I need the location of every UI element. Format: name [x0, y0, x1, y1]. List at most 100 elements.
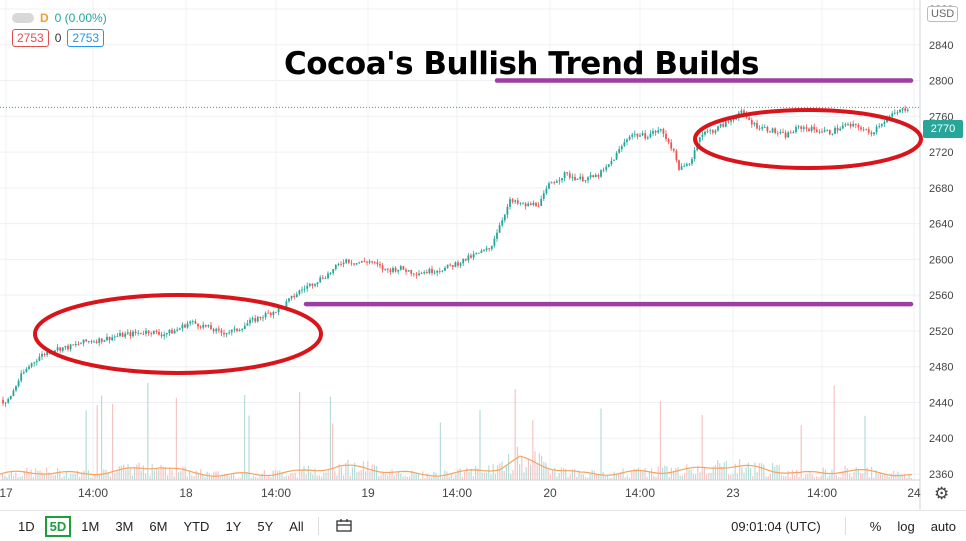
- candle-body: [444, 267, 446, 271]
- volume-bar: [857, 469, 859, 480]
- candle-body: [272, 311, 275, 316]
- log-toggle[interactable]: log: [897, 518, 915, 534]
- volume-bar: [68, 477, 70, 480]
- candle-body: [126, 332, 129, 334]
- volume-bar: [202, 475, 204, 480]
- volume-bar: [61, 477, 63, 480]
- gear-icon[interactable]: ⚙: [934, 484, 950, 503]
- volume-bar: [83, 470, 85, 480]
- volume-bar: [415, 472, 417, 480]
- candle-body: [412, 273, 415, 275]
- candle-body: [633, 133, 636, 135]
- candle-body: [462, 258, 465, 264]
- candle-body: [95, 341, 98, 343]
- candle-body: [415, 274, 418, 276]
- candle-body: [483, 249, 485, 251]
- candle-body: [152, 330, 155, 334]
- candle-body: [12, 390, 15, 396]
- volume-bar: [527, 459, 529, 480]
- volume-bar: [283, 476, 285, 480]
- date-range-icon[interactable]: [335, 519, 353, 533]
- currency-badge[interactable]: USD: [927, 6, 959, 22]
- volume-bar: [811, 474, 813, 480]
- candle-body: [883, 122, 886, 124]
- bid-box[interactable]: 2753: [12, 29, 49, 47]
- candle-body: [904, 108, 907, 111]
- candle-body: [308, 283, 311, 286]
- volume-bar: [552, 470, 554, 480]
- volume-bar: [140, 470, 142, 480]
- candle-body: [665, 133, 667, 139]
- timeframe-6m[interactable]: 6M: [149, 518, 168, 534]
- volume-bar: [72, 474, 74, 480]
- candle-body: [849, 123, 852, 127]
- volume-bar: [151, 464, 153, 480]
- utc-clock[interactable]: 09:01:04 (UTC): [731, 518, 821, 534]
- volume-bar: [336, 475, 338, 480]
- candle-body: [163, 334, 166, 337]
- volume-bar: [32, 476, 34, 480]
- volume-bar: [508, 454, 510, 480]
- candle-body: [38, 356, 41, 361]
- candle-body: [776, 133, 779, 134]
- volume-bar: [59, 470, 61, 480]
- volume-bar: [534, 451, 536, 480]
- timeframe-1m[interactable]: 1M: [81, 518, 100, 534]
- candle-body: [823, 130, 826, 132]
- candle-body: [418, 273, 420, 276]
- ask-box[interactable]: 2753: [67, 29, 105, 47]
- y-tick-label: 2560: [929, 290, 953, 302]
- volume-bar: [494, 473, 496, 480]
- volume-bar: [602, 472, 604, 480]
- volume-bar: [591, 469, 593, 480]
- volume-bar: [19, 476, 21, 480]
- volume-bar: [519, 463, 521, 480]
- volume-bar: [560, 467, 562, 480]
- candle-body: [763, 126, 766, 128]
- volume-bar: [633, 468, 635, 480]
- volume-bar: [598, 473, 600, 480]
- percent-toggle[interactable]: %: [869, 518, 882, 534]
- volume-bar: [488, 465, 490, 480]
- volume-bar: [340, 466, 342, 480]
- volume-bar: [844, 465, 846, 480]
- candle-body: [779, 131, 782, 134]
- volume-bar: [703, 467, 705, 480]
- auto-toggle[interactable]: auto: [930, 518, 956, 534]
- volume-bar: [310, 471, 312, 480]
- candle-body: [285, 301, 288, 307]
- volume-bar: [371, 464, 373, 480]
- volume-bar: [886, 475, 888, 480]
- volume-bar: [479, 410, 481, 480]
- timeframe-1d[interactable]: 1D: [18, 518, 35, 534]
- timeframe-5y[interactable]: 5Y: [257, 518, 274, 534]
- candle-body: [379, 264, 381, 266]
- candle-body: [535, 202, 537, 206]
- timeframe-5d[interactable]: 5D: [44, 515, 72, 537]
- volume-bar: [125, 470, 127, 480]
- timeframe-3m[interactable]: 3M: [115, 518, 134, 534]
- volume-bar: [624, 477, 626, 480]
- timeframe-ytd[interactable]: YTD: [183, 518, 210, 534]
- visibility-toggle-icon[interactable]: [12, 13, 34, 23]
- volume-bar: [578, 470, 580, 480]
- volume-bar: [501, 461, 503, 480]
- volume-bar: [103, 469, 105, 480]
- timeframe-1y[interactable]: 1Y: [225, 518, 242, 534]
- volume-bar: [94, 474, 96, 480]
- volume-bar: [635, 469, 637, 480]
- candle-body: [605, 166, 608, 170]
- candle-body: [548, 183, 550, 189]
- timeframe-all[interactable]: All: [289, 518, 304, 534]
- candle-body: [17, 380, 20, 387]
- volume-bar: [824, 469, 826, 480]
- candle-body: [740, 110, 743, 113]
- x-tick-label: 14:00: [78, 486, 108, 500]
- volume-bar: [404, 475, 406, 480]
- candle-body: [587, 177, 589, 181]
- volume-bar: [422, 471, 424, 480]
- candle-body: [678, 160, 680, 170]
- candle-body: [789, 132, 792, 134]
- candle-body: [363, 261, 366, 262]
- volume-bar: [813, 477, 815, 480]
